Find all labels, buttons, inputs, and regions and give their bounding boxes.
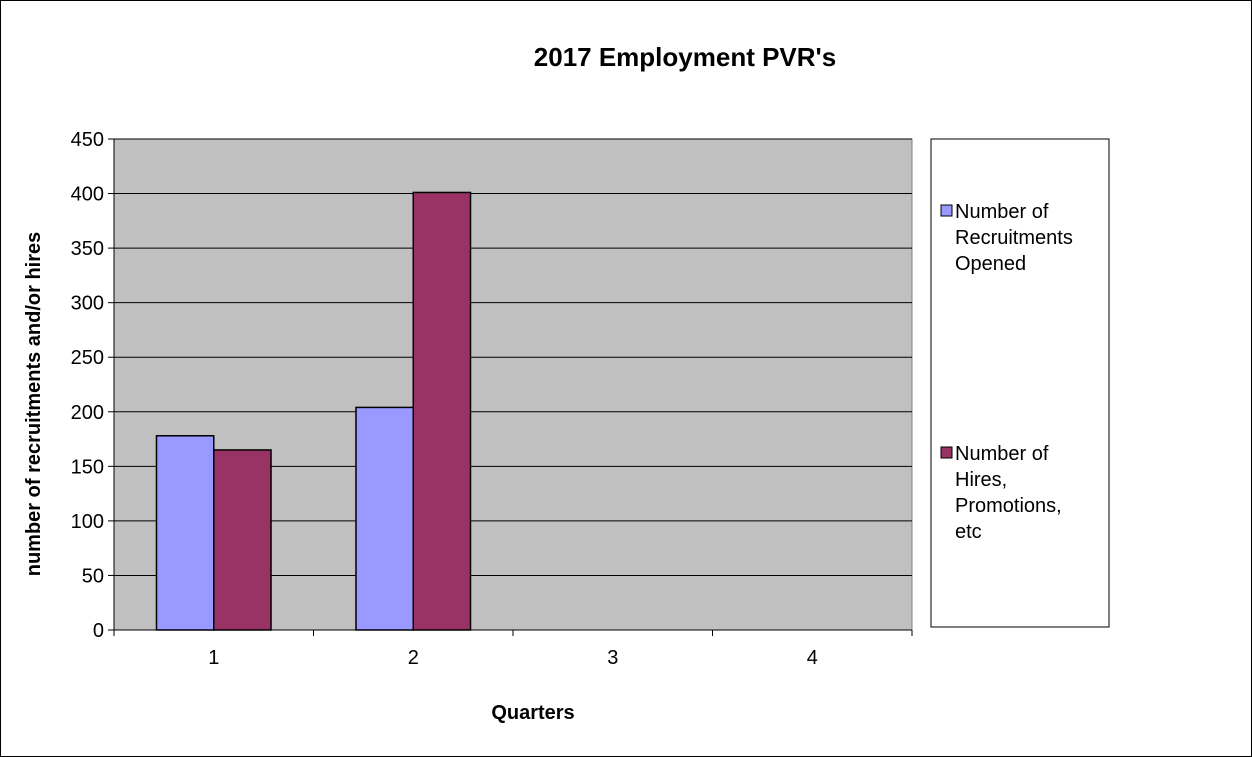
- legend-label: Number of: [955, 201, 1049, 223]
- y-tick-label: 200: [71, 402, 104, 424]
- x-tick-label: 3: [607, 647, 618, 669]
- y-tick-label: 50: [82, 565, 104, 587]
- legend-label: etc: [955, 521, 982, 543]
- y-ticks: 0 50 100 150 200 250 300 350 400 450: [71, 129, 114, 642]
- y-tick-label: 450: [71, 129, 104, 151]
- bar-recruitments-q2: [355, 406, 414, 631]
- y-axis-label: number of recruitments and/or hires: [23, 232, 45, 577]
- x-axis-label: Quarters: [491, 702, 574, 724]
- legend-label: Promotions,: [955, 495, 1062, 517]
- y-tick-label: 0: [93, 620, 104, 642]
- legend-label: Recruitments: [955, 227, 1073, 249]
- legend-swatch: [940, 446, 953, 459]
- legend: Number of Recruitments Opened Number of Hire…: [940, 201, 1073, 543]
- legend-label: Number of: [955, 443, 1049, 465]
- bar-recruitments-q1: [155, 435, 215, 631]
- legend-label: Opened: [955, 253, 1026, 275]
- x-tick-label: 4: [807, 647, 818, 669]
- legend-box: [930, 138, 1110, 628]
- y-tick-label: 100: [71, 511, 104, 533]
- x-tick-label: 2: [408, 647, 419, 669]
- legend-label: Hires,: [955, 469, 1007, 491]
- y-tick-label: 250: [71, 347, 104, 369]
- chart-title: 2017 Employment PVR's: [534, 42, 836, 72]
- x-tick-label: 1: [208, 647, 219, 669]
- y-tick-label: 150: [71, 456, 104, 478]
- bar-hires-q1: [213, 449, 272, 631]
- bars: [155, 191, 472, 631]
- bar-hires-q2: [412, 191, 472, 631]
- legend-swatch: [940, 204, 953, 217]
- y-tick-label: 400: [71, 184, 104, 206]
- y-tick-label: 300: [71, 293, 104, 315]
- y-tick-label: 350: [71, 238, 104, 260]
- x-ticks: 1 2 3 4: [113, 630, 913, 669]
